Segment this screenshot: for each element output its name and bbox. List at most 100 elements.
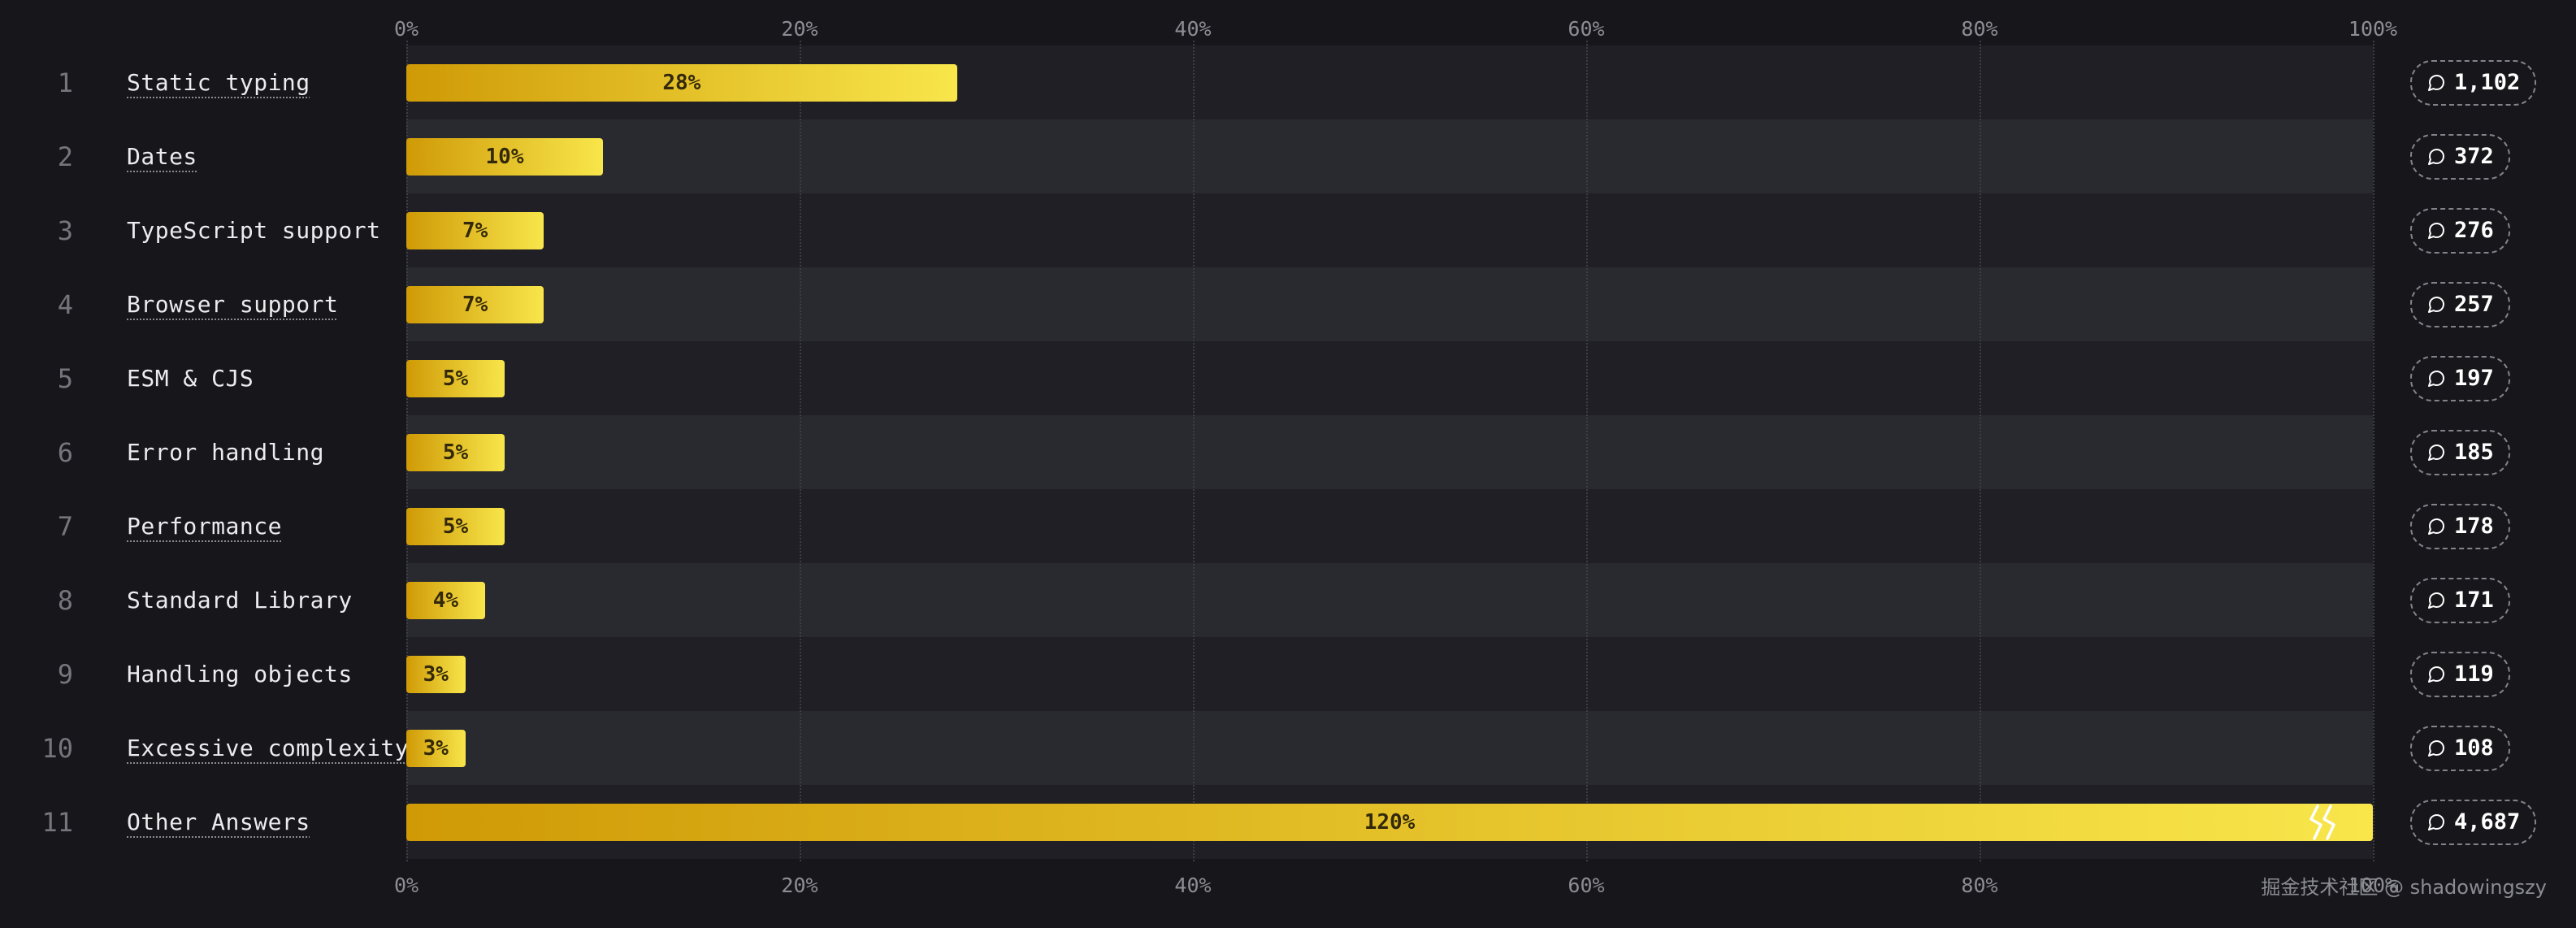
axis-break-icon [2309,804,2335,840]
comment-count-pill[interactable]: 178 [2410,503,2510,549]
comment-count-pill[interactable]: 171 [2410,577,2510,623]
comment-icon [2428,666,2445,683]
axis-tick: 80% [1961,874,1998,897]
table-row: 8 Standard Library 4% 171 [0,563,2576,637]
axis-tick: 0% [393,874,419,897]
row-rank: 6 [57,436,73,468]
row-label[interactable]: Other Answers [127,809,310,835]
axis-tick: 100% [2348,874,2398,897]
row-label[interactable]: Handling objects [127,661,353,687]
comment-count: 185 [2454,440,2494,465]
bar[interactable]: 10% [406,137,603,176]
comment-count: 171 [2454,588,2494,613]
bar-track: 3% [406,711,2373,785]
bar[interactable]: 5% [406,507,505,545]
table-row: 9 Handling objects 3% 119 [0,637,2576,711]
x-axis-bottom: 0% 20% 40% 60% 80% 100% [0,859,2576,904]
bar-value-label: 5% [442,366,469,391]
row-rank: 2 [57,141,73,172]
watermark: 掘金技术社区 @ shadowingszy [2261,876,2547,899]
table-row: 5 ESM & CJS 5% 197 [0,341,2576,415]
comment-count-pill[interactable]: 372 [2410,133,2510,180]
bar-track: 5% [406,489,2373,563]
comment-count-pill[interactable]: 1,102 [2410,59,2537,106]
bar-track: 120% [406,785,2373,859]
row-label[interactable]: Standard Library [127,587,353,614]
bar-track: 7% [406,193,2373,267]
row-rank: 8 [57,584,73,616]
comment-count-pill[interactable]: 276 [2410,207,2510,254]
axis-tick: 100% [2348,17,2398,41]
bar[interactable]: 5% [406,359,505,397]
axis-tick: 80% [1961,17,1998,41]
comment-icon [2428,74,2445,91]
axis-tick: 40% [1174,17,1212,41]
comment-icon [2428,813,2445,830]
bar-value-label: 7% [462,292,488,317]
bar-value-label: 10% [485,144,524,169]
bar-value-label: 120% [1364,809,1416,835]
bar-track: 7% [406,267,2373,341]
row-label[interactable]: Excessive complexity [127,735,410,761]
comment-count-pill[interactable]: 185 [2410,429,2510,475]
row-rank: 4 [57,288,73,320]
comment-icon [2428,370,2445,387]
table-row: 2 Dates 10% 372 [0,119,2576,193]
comment-count-pill[interactable]: 257 [2410,281,2510,327]
row-label[interactable]: TypeScript support [127,217,381,244]
table-row: 4 Browser support 7% 257 [0,267,2576,341]
bar-track: 5% [406,341,2373,415]
comment-icon [2428,222,2445,239]
row-label[interactable]: Performance [127,513,282,540]
row-rank: 1 [57,67,73,98]
comment-count: 108 [2454,735,2494,761]
bar-value-label: 5% [442,440,469,465]
bar[interactable]: 3% [406,729,466,767]
table-row: 6 Error handling 5% 185 [0,415,2576,489]
row-label[interactable]: Dates [127,143,197,170]
comment-icon [2428,148,2445,165]
comment-icon [2428,444,2445,461]
comment-count: 178 [2454,514,2494,539]
axis-tick: 20% [781,17,818,41]
comment-count-pill[interactable]: 4,687 [2410,799,2537,845]
bar-track: 4% [406,563,2373,637]
bar[interactable]: 5% [406,433,505,471]
x-axis-top: 0% 20% 40% 60% 80% 100% [0,0,2576,46]
row-label[interactable]: ESM & CJS [127,365,254,392]
axis-tick: 0% [393,17,419,41]
bar-value-label: 7% [462,218,488,243]
row-rank: 11 [41,806,73,838]
bar[interactable]: 120% [406,803,2373,841]
row-rank: 9 [57,658,73,690]
comment-count: 276 [2454,218,2494,243]
axis-tick: 40% [1174,874,1212,897]
comment-count: 197 [2454,366,2494,391]
axis-tick: 60% [1568,874,1605,897]
bar[interactable]: 7% [406,285,544,323]
bar[interactable]: 28% [406,63,957,102]
row-label[interactable]: Static typing [127,69,310,96]
table-row: 1 Static typing 28% 1,102 [0,46,2576,119]
table-row: 11 Other Answers 120% 4,687 [0,785,2576,859]
bar-value-label: 5% [442,514,469,539]
row-label[interactable]: Browser support [127,291,339,318]
comment-count: 4,687 [2454,809,2521,835]
bar[interactable]: 3% [406,655,466,693]
table-row: 3 TypeScript support 7% 276 [0,193,2576,267]
comment-count-pill[interactable]: 108 [2410,725,2510,771]
comment-icon [2428,518,2445,535]
comment-count: 257 [2454,292,2494,317]
row-label[interactable]: Error handling [127,439,325,466]
comment-count-pill[interactable]: 119 [2410,651,2510,697]
row-rank: 3 [57,215,73,246]
row-rank: 5 [57,362,73,394]
comment-icon [2428,592,2445,609]
chart-rows: 1 Static typing 28% 1,102 2 Dates 10% [0,46,2576,859]
bar[interactable]: 4% [406,581,485,619]
comment-count-pill[interactable]: 197 [2410,355,2510,401]
bar[interactable]: 7% [406,211,544,249]
axis-tick: 60% [1568,17,1605,41]
axis-tick: 20% [781,874,818,897]
